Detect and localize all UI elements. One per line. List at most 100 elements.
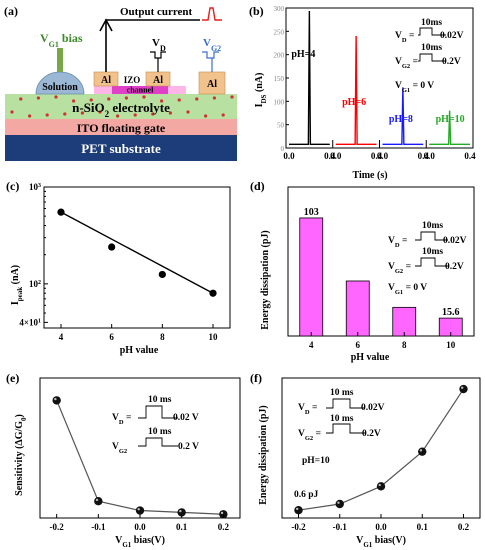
vd-pulse-icon: [150, 51, 166, 59]
xticks-b: 0.0 0.40.0 0.40.0 0.40.0 0.4: [283, 151, 476, 161]
ylabel-f: Energy dissipation (pJ): [258, 405, 269, 504]
xtick-label-d: 10: [446, 340, 456, 350]
data-point-highlight-f: [419, 449, 423, 452]
panel-b: (b) pH=4 pH=6 pH=8 pH=10 0 50 100 150 200 250 300…: [249, 4, 476, 181]
panel-label-e: (e): [6, 371, 19, 385]
data-point-e: [135, 506, 145, 515]
electrolyte-dot: [98, 110, 102, 114]
inset-f-vg2-pulse: [326, 423, 365, 434]
ylabel-b: IDS (nA): [254, 73, 268, 108]
series-line-b: [335, 35, 377, 145]
xtick-label-d: 4: [309, 340, 314, 350]
panel-label-f: (f): [250, 371, 262, 385]
electrolyte-dot: [19, 97, 23, 101]
ytick-label-b: 0: [281, 145, 285, 153]
data-point-c: [57, 208, 65, 216]
inset-d: 10ms VD = 0.02V 10ms VG2 = 0.2V VG1 = 0 …: [388, 221, 467, 296]
ito-label: ITO floating gate: [77, 121, 166, 135]
yticks-c: 103 102 4×101: [19, 182, 48, 327]
xticks-c: 4 6 8 10: [59, 324, 218, 342]
electrolyte-dot: [151, 112, 155, 116]
pet-layer: [5, 135, 237, 161]
electrolyte-dot: [80, 111, 84, 115]
xtick-label-f: 0.2: [458, 522, 470, 532]
inset-e: 10 ms VD = 0.02 V 10 ms VG2 0.2 V: [112, 395, 199, 455]
inset-d-vg2-pulse: [415, 257, 448, 267]
electrolyte-dot: [54, 95, 58, 99]
series-line-b: [429, 110, 470, 145]
plot-frame-b: [285, 7, 474, 149]
electrolyte-dot: [45, 113, 49, 117]
electrolyte-dot: [36, 96, 41, 100]
ytick-label-b: 50: [277, 122, 285, 130]
vg1-probe: [57, 48, 63, 72]
panel-c: (c) 103 102 4×101 4 6 8 10 Ipeak (nA) pH valu…: [6, 179, 231, 356]
electrolyte-dot: [28, 114, 32, 118]
inset-e-time-vd: 10 ms: [148, 395, 172, 405]
series-line-b: [289, 10, 330, 145]
panel-d: (d) 103 15.6 4 6 8 10 Energy dissipation (pJ…: [250, 179, 475, 363]
xticks-e: -0.2 -0.1 0.0 0.1 0.2: [50, 514, 230, 532]
axes-e: [39, 377, 241, 519]
data-point-highlight-e: [179, 509, 182, 513]
ytick-label-c: 102: [29, 279, 41, 289]
electrolyte-dot: [142, 95, 146, 99]
solution-label: Solution: [42, 82, 78, 93]
bar-label: 15.6: [442, 307, 460, 318]
solution-droplet: [35, 71, 85, 95]
xtick-label-b: 0.4: [371, 151, 383, 161]
data-point-highlight-e: [137, 508, 140, 511]
ytick-label-c: 4×101: [19, 317, 41, 327]
series-label-b: pH=6: [342, 97, 366, 108]
electrolyte-dot: [133, 113, 137, 117]
series-label-b: pH=4: [291, 49, 315, 60]
xtick-label-b: 0.4: [418, 151, 430, 161]
inset-b-vg2-val: 0.2V: [442, 57, 461, 67]
ytick-label-b: 250: [274, 28, 285, 36]
inset-f-vg2-val: 0.2V: [362, 429, 381, 439]
inset-d-vg2-val: 0.2V: [445, 262, 464, 272]
axes-b: [285, 7, 474, 149]
channel-label: channel: [127, 86, 154, 95]
inset-f-vd-pulse: [326, 398, 365, 409]
xtick-label-e: 0.2: [218, 522, 230, 532]
ylabel-d: Energy dissipation (pJ): [260, 230, 271, 329]
xtick-label-e: -0.2: [50, 522, 65, 532]
electrolyte-dot: [160, 99, 164, 103]
bars-d: [299, 217, 463, 337]
inset-f-vd: VD =: [298, 403, 317, 416]
electrolyte-dot: [124, 96, 128, 100]
data-point-c: [209, 289, 217, 297]
panel-label-a: (a): [4, 4, 18, 18]
inset-e-vd: VD =: [112, 413, 131, 426]
data-point-f: [376, 482, 386, 491]
electrolyte-dot: [89, 98, 93, 102]
data-point-highlight-e: [95, 498, 99, 502]
inset-f-time-vd: 10 ms: [330, 388, 354, 398]
xtick-label-b: 0.0: [283, 151, 295, 161]
xtick-label-b: 0.0: [424, 151, 436, 161]
electrolyte-layer: [5, 94, 237, 119]
yticks-b: 0 50 100 150 200 250 300: [274, 5, 289, 153]
electrolyte-dot: [63, 112, 67, 116]
inset-b-vd-pulse: [418, 27, 446, 36]
xlabel-e: VG1 bias(V): [115, 535, 165, 549]
panel-f: (f) -0.2 -0.1 0.0 0.1 0.2 Energy dissipation…: [250, 371, 481, 549]
data-point-highlight-f: [337, 501, 340, 504]
inset-b-vd-val: 0.02V: [440, 31, 464, 41]
output-pulse-icon: [202, 7, 222, 21]
electrolyte-dot: [107, 97, 111, 101]
electrolyte-dot: [212, 96, 216, 100]
annot-f-energy: 0.6 pJ: [294, 490, 319, 500]
electrolyte-dot: [221, 113, 225, 117]
inset-b-vg2: VG2 =: [395, 57, 418, 70]
points-e: [52, 396, 228, 519]
xtick-label-c: 4: [59, 332, 64, 342]
inset-b-vd: VD =: [395, 31, 414, 44]
inset-f-ph: pH=10: [302, 456, 330, 466]
series-label-b: pH=10: [436, 114, 465, 125]
data-point-c: [108, 243, 116, 251]
xtick-label-f: -0.2: [291, 522, 306, 532]
xtick-label-f: 0.0: [375, 522, 387, 532]
